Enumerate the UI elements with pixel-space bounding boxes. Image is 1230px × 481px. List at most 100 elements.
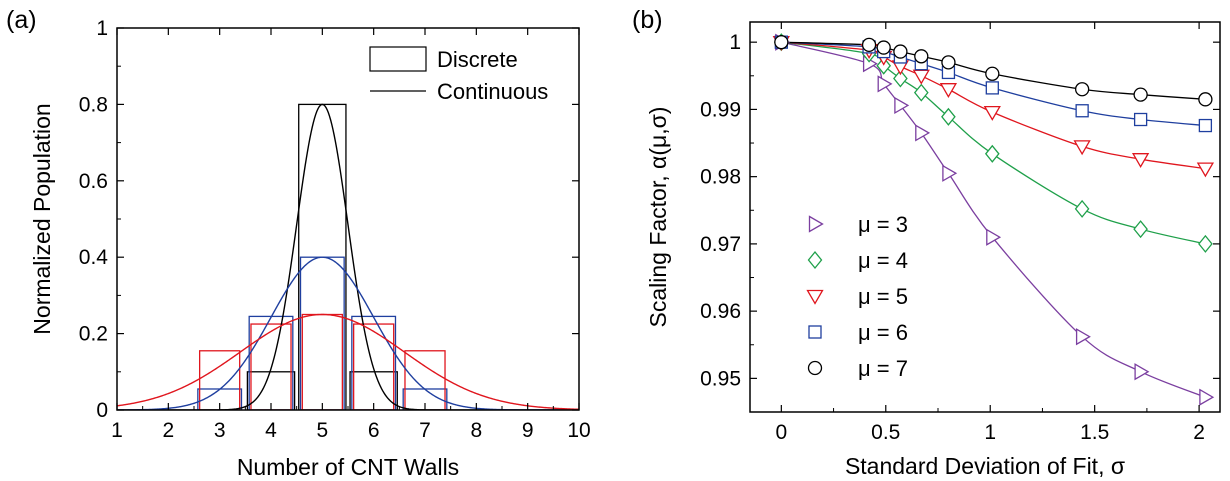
panel-a-y-axis-title: Normalized Population [29, 103, 55, 334]
continuous-curve-medium [117, 256, 579, 410]
data-point-series-1 [1075, 328, 1091, 346]
panel-a-marks [117, 103, 579, 410]
x-tick-label: 2 [1193, 421, 1205, 444]
data-point-series-4 [1133, 112, 1148, 127]
panel-a: (a) 1 2 3 4 5 6 7 8 9 10 0 0.2 0.4 0.6 0.8 1 Number of … [6, 6, 591, 480]
panel-a-legend: Discrete Continuous [369, 46, 548, 104]
x-tick-label: 3 [214, 419, 226, 442]
x-tick-label: 0.5 [871, 421, 900, 444]
x-tick-label: 8 [470, 419, 482, 442]
data-point-series-2 [1198, 234, 1213, 253]
x-tick-label: 1 [111, 419, 123, 442]
x-tick-label: 1 [984, 421, 996, 444]
data-point-series-5 [1133, 87, 1148, 102]
y-tick-label: 0.96 [700, 300, 741, 323]
x-tick-label: 6 [368, 419, 380, 442]
panel-b-axes-frame [749, 21, 1221, 413]
data-point-series-1 [986, 228, 1002, 246]
continuous-curve-wide [117, 313, 579, 410]
data-point-series-5 [1074, 82, 1090, 97]
discrete-bar-wide-5 [301, 313, 344, 410]
data-point-series-2 [984, 144, 1000, 163]
x-tick-label: 0 [775, 421, 787, 444]
panel-b-label: (b) [632, 6, 663, 34]
discrete-bar-wide-7 [404, 350, 446, 410]
discrete-bar-medium-6 [351, 315, 397, 410]
panel-b: (b) 0 0.5 1 1.5 2 0.95 0.96 0.97 0.98 0.99 1 Stand… [632, 6, 1221, 479]
x-tick-label: 9 [522, 419, 534, 442]
data-point-series-2 [913, 83, 929, 102]
legend-marker-series-5 [807, 360, 823, 376]
data-point-series-5 [774, 35, 789, 50]
legend-discrete-label: Discrete [437, 47, 518, 72]
panel-b-x-axis-title: Standard Deviation of Fit, σ [845, 453, 1125, 479]
data-point-series-3 [1073, 140, 1091, 156]
data-point-series-2 [893, 69, 908, 88]
x-tick-label: 5 [316, 419, 328, 442]
legend-marker-series-3 [806, 289, 824, 305]
data-point-series-1 [915, 124, 931, 142]
data-point-series-1 [1199, 388, 1215, 406]
panel-b-y-axis-title: Scaling Factor, α(μ,σ) [645, 107, 671, 328]
y-tick-label: 1 [729, 31, 741, 54]
fit-line-series-1 [781, 41, 1206, 398]
legend-label-series-4: μ = 6 [858, 320, 908, 345]
data-point-series-4 [985, 81, 999, 95]
y-tick-label: 0.2 [79, 323, 108, 346]
panel-a-x-axis-title: Number of CNT Walls [237, 454, 459, 480]
data-point-series-1 [942, 164, 958, 182]
data-point-series-3 [1196, 162, 1215, 178]
data-point-series-5 [876, 40, 891, 55]
y-tick-label: 1 [96, 17, 108, 40]
data-point-series-1 [1134, 363, 1150, 381]
legend-label-series-3: μ = 5 [858, 284, 908, 309]
x-tick-label: 7 [419, 419, 431, 442]
data-point-series-3 [912, 69, 930, 85]
data-point-series-5 [985, 66, 1000, 81]
legend-marker-series-1 [808, 215, 824, 233]
legend-label-series-5: μ = 7 [858, 356, 908, 381]
panel-a-ticks: 1 2 3 4 5 6 7 8 9 10 0 0.2 0.4 0.6 0.8 1 [79, 17, 591, 442]
continuous-curve-narrow [117, 103, 579, 410]
data-point-series-3 [983, 105, 1001, 121]
legend-label-series-1: μ = 3 [858, 212, 908, 237]
data-point-series-3 [939, 83, 958, 99]
panel-b-plot-area [772, 33, 1215, 406]
discrete-bar-medium-4 [248, 315, 294, 410]
legend-discrete-swatch [369, 46, 427, 72]
data-point-series-5 [941, 55, 956, 70]
panel-b-marks [772, 33, 1215, 406]
panel-b-legend: μ = 3 μ = 4 μ = 5 μ = 6 μ = 7 [806, 212, 908, 381]
data-point-series-1 [877, 75, 893, 93]
data-point-series-4 [1075, 104, 1089, 118]
y-tick-label: 0.8 [79, 93, 108, 116]
legend-continuous-label: Continuous [437, 79, 548, 104]
data-point-series-4 [1198, 118, 1213, 133]
data-point-series-2 [1133, 220, 1148, 239]
legend-marker-series-4 [808, 325, 822, 339]
y-tick-label: 0.4 [79, 246, 109, 269]
data-point-series-2 [941, 107, 956, 126]
y-tick-label: 0 [96, 399, 108, 422]
data-point-series-5 [914, 49, 929, 64]
data-point-series-5 [893, 44, 908, 59]
panel-a-label: (a) [6, 6, 37, 34]
x-tick-label: 2 [162, 419, 174, 442]
data-point-series-1 [894, 96, 910, 115]
x-tick-label: 4 [265, 419, 277, 442]
panel-b-ticks: 0 0.5 1 1.5 2 0.95 0.96 0.97 0.98 0.99 1 [700, 22, 1220, 444]
data-point-series-5 [861, 37, 877, 53]
x-tick-label: 1.5 [1080, 421, 1109, 444]
data-point-series-5 [1198, 92, 1213, 107]
legend-label-series-2: μ = 4 [858, 248, 908, 273]
discrete-bar-medium-5 [299, 256, 345, 410]
data-point-series-2 [1074, 199, 1090, 218]
y-tick-label: 0.6 [79, 170, 108, 193]
y-tick-label: 0.99 [700, 98, 741, 121]
data-point-series-3 [1131, 153, 1150, 169]
y-tick-label: 0.95 [700, 367, 741, 390]
legend-marker-series-2 [807, 250, 823, 270]
x-tick-label: 10 [567, 419, 590, 442]
